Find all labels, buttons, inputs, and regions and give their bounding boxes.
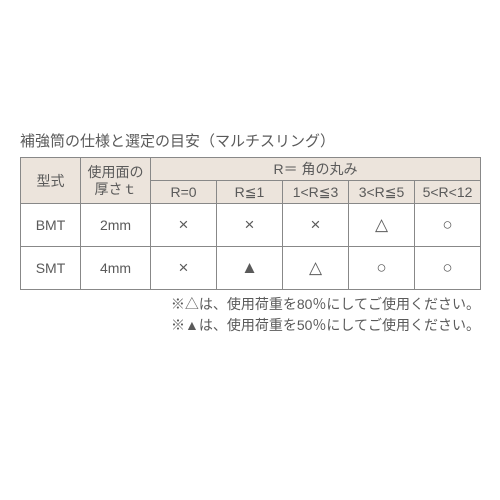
cell-value: ×	[151, 247, 217, 290]
table-caption: 補強筒の仕様と選定の目安（マルチスリング）	[20, 130, 480, 151]
footnotes: ※△は、使用荷重を80％にしてご使用ください。 ※▲は、使用荷重を50％にしてご…	[20, 294, 480, 336]
cell-value: ×	[283, 204, 349, 247]
footnote-2: ※▲は、使用荷重を50％にしてご使用ください。	[20, 315, 480, 336]
cell-value: △	[283, 247, 349, 290]
header-model: 型式	[21, 158, 81, 204]
cell-value: ×	[151, 204, 217, 247]
header-thickness: 使用面の 厚さｔ	[81, 158, 151, 204]
cell-model: SMT	[21, 247, 81, 290]
spec-table: 型式 使用面の 厚さｔ R＝ 角の丸み R=0 R≦1 1<R≦3 3<R≦5 …	[20, 157, 481, 290]
header-r3: 3<R≦5	[349, 181, 415, 204]
cell-value: ×	[217, 204, 283, 247]
header-r0: R=0	[151, 181, 217, 204]
cell-model: BMT	[21, 204, 81, 247]
cell-value: ▲	[217, 247, 283, 290]
header-thickness-l2: 厚さｔ	[81, 181, 150, 198]
cell-thickness: 2mm	[81, 204, 151, 247]
cell-value: ○	[415, 204, 481, 247]
header-r2: 1<R≦3	[283, 181, 349, 204]
table-row: BMT 2mm × × × △ ○	[21, 204, 481, 247]
header-r-group: R＝ 角の丸み	[151, 158, 481, 181]
cell-value: ○	[415, 247, 481, 290]
header-r4: 5<R<12	[415, 181, 481, 204]
spec-block: 補強筒の仕様と選定の目安（マルチスリング） 型式 使用面の 厚さｔ R＝ 角の丸…	[20, 130, 480, 336]
header-r1: R≦1	[217, 181, 283, 204]
cell-thickness: 4mm	[81, 247, 151, 290]
table-row: SMT 4mm × ▲ △ ○ ○	[21, 247, 481, 290]
header-thickness-l1: 使用面の	[81, 164, 150, 181]
footnote-1: ※△は、使用荷重を80％にしてご使用ください。	[20, 294, 480, 315]
header-row-1: 型式 使用面の 厚さｔ R＝ 角の丸み	[21, 158, 481, 181]
cell-value: ○	[349, 247, 415, 290]
cell-value: △	[349, 204, 415, 247]
